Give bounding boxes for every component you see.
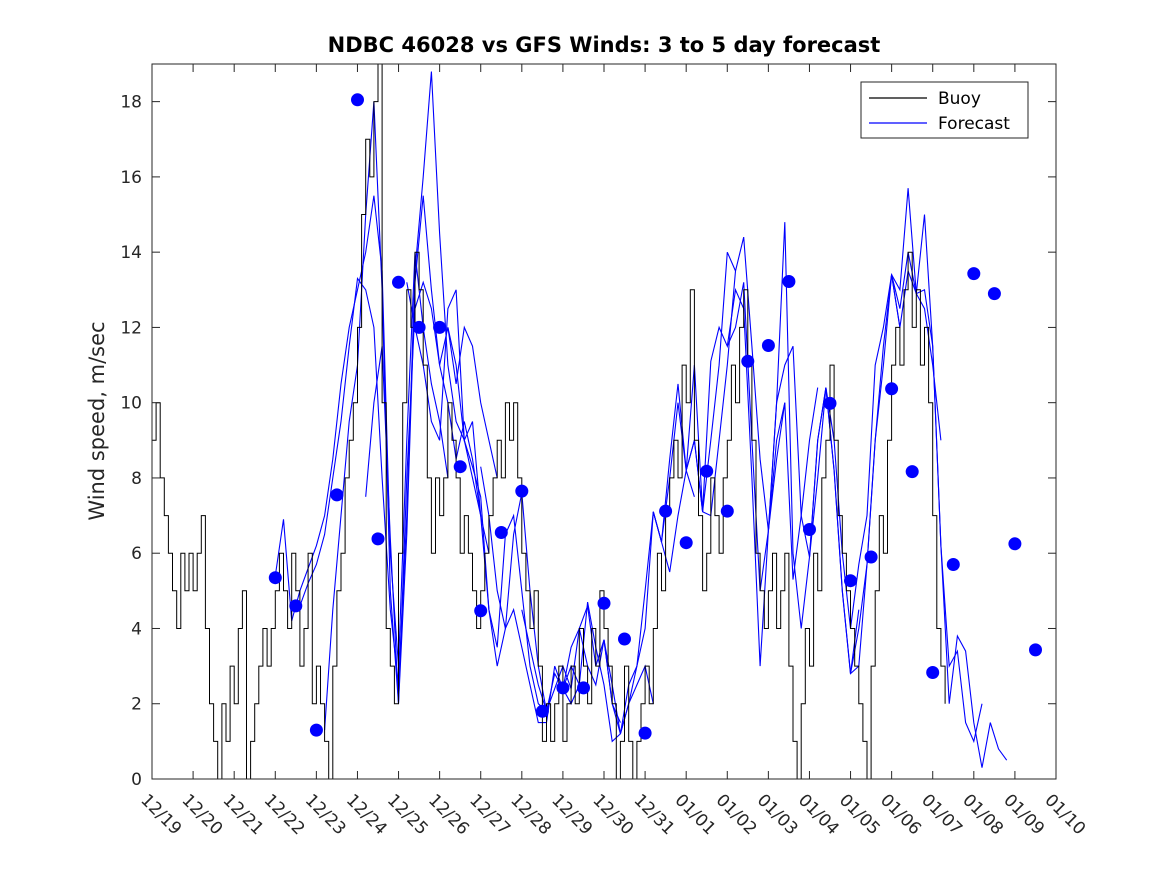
y-tick-label: 0 [131,770,142,790]
legend-label-forecast: Forecast [938,114,1010,134]
forecast-marker-13 [515,484,529,498]
forecast-marker-29 [844,574,857,588]
forecast-marker-1 [268,571,282,585]
forecast-run-5 [406,282,547,712]
forecast-marker-2 [289,599,303,613]
series-layer [152,63,1008,780]
forecast-marker-15 [556,681,570,695]
chart-title: NDBC 46028 vs GFS Winds: 3 to 5 day fore… [328,33,881,57]
forecast-marker-34 [946,558,960,571]
y-tick-label: 6 [131,544,142,564]
y-axis-label: Wind speed, m/sec [85,321,109,520]
forecast-marker-19 [638,726,652,740]
y-tick-label: 18 [120,93,142,113]
forecast-marker-24 [741,354,755,368]
forecast-run-2 [299,71,482,685]
forecast-marker-38 [1029,643,1042,657]
forecast-marker-28 [823,396,837,410]
forecast-marker-26 [782,275,796,288]
forecast-marker-31 [885,382,899,396]
forecast-marker-32 [905,465,919,479]
y-tick-label: 12 [120,318,142,338]
forecast-marker-21 [679,536,693,550]
forecast-marker-18 [618,632,631,646]
forecast-marker-30 [864,550,878,564]
forecast-run-3 [324,101,490,731]
y-tick-label: 10 [120,394,142,414]
forecast-run-4 [365,280,498,704]
y-tick-label: 8 [131,469,142,489]
forecast-marker-8 [412,320,426,334]
plot-area [152,64,1056,779]
forecast-marker-27 [803,523,816,536]
forecast-marker-10 [453,460,467,474]
forecast-marker-9 [433,320,447,334]
forecast-marker-7 [392,275,405,289]
y-tick-label: 2 [131,695,142,715]
buoy-series-line [152,63,946,780]
forecast-marker-37 [1008,537,1022,551]
forecast-marker-20 [659,504,673,518]
legend-label-buoy: Buoy [938,89,981,109]
forecast-marker-35 [967,267,981,281]
forecast-marker-14 [535,704,549,718]
forecast-marker-11 [474,604,488,618]
forecast-marker-6 [371,532,385,546]
forecast-marker-3 [309,723,323,737]
forecast-marker-12 [494,526,508,539]
forecast-run-6 [447,327,580,712]
forecast-marker-33 [926,666,940,679]
forecast-marker-36 [987,287,1001,301]
legend-box [860,81,1029,139]
forecast-marker-5 [351,93,364,107]
y-tick-label: 4 [131,619,142,639]
forecast-run-17 [891,270,1008,768]
y-tick-label: 14 [120,243,142,263]
forecast-run-7 [480,466,621,724]
forecast-marker-22 [700,464,714,478]
marker-layer [268,93,1042,740]
legend: Buoy Forecast [860,81,1029,139]
forecast-run-12 [685,287,819,667]
forecast-marker-4 [330,488,344,502]
forecast-marker-17 [597,596,611,610]
forecast-marker-25 [761,339,775,352]
y-tick-label: 16 [120,168,142,188]
forecast-marker-16 [577,681,590,695]
forecast-marker-23 [720,504,734,518]
forecast-run-11 [652,236,786,543]
